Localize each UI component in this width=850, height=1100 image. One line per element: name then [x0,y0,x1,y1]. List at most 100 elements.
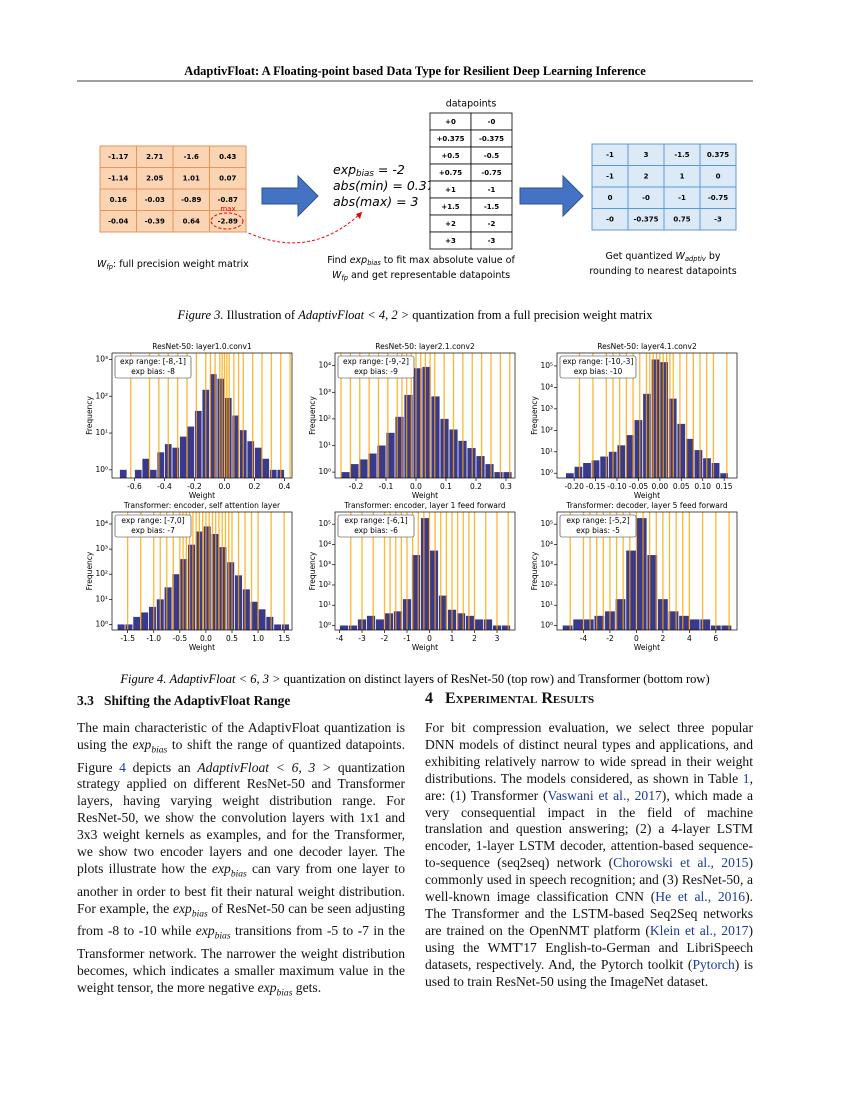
datapoint-value: +2 [445,220,456,228]
histogram-bar [660,362,669,478]
math-sub: adptiv [685,255,707,263]
y-tick-label: 10⁰ [95,619,108,628]
math: AdaptivFloat < 4, 2 > [297,308,409,322]
histogram-bar [348,625,358,630]
x-tick-label: 0.05 [673,482,690,491]
annotation-box [559,355,637,379]
exp-line: abs(min) = 0.375 [333,178,443,193]
datapoint-cell [470,231,513,250]
histogram-bar [180,559,188,630]
axes-frame [334,511,516,631]
histogram-bar [573,619,584,630]
histogram-bar [431,396,440,478]
matrix-value: -0.89 [181,196,201,204]
x-axis-label: Weight [412,643,438,652]
axes-frame [111,511,293,631]
histogram-bar [339,625,349,630]
text-run: For bit compression evaluation, we selec… [425,720,753,786]
y-tick-label: 10⁰ [540,621,553,630]
y-axis-label: Frequency [308,396,317,435]
y-tick-label: 10¹ [95,594,108,603]
arrowhead [356,212,362,219]
text-run: to shift the range of quantized datapoin… [77,736,405,775]
section-number: 4 [425,690,433,707]
matrix-value: 1 [680,173,685,181]
histogram-bar [711,462,720,478]
math-sub: bias [367,259,381,267]
exp-line: expbias​ = -2 [333,162,405,179]
histogram-bar [689,619,700,630]
text-run: : full precision weight matrix [113,259,249,270]
x-tick-label: 1.0 [252,634,264,643]
matrix-value: 0.64 [183,218,200,226]
x-tick-label: -0.2 [349,482,364,491]
axes-frame [334,352,516,479]
x-tick-label: 2 [660,634,665,643]
x-tick-label: 1.5 [278,634,290,643]
citation: 4 [119,759,126,775]
y-tick-label: 10⁵ [318,519,331,528]
histogram-bar [203,526,211,630]
matrix-value: -0.03 [145,196,165,204]
panel-title: Transformer: encoder, layer 1 feed forwa… [343,501,505,510]
caption-middle: Wfp​ and get representable datapoints [332,270,510,283]
histogram-bar [224,397,232,478]
histogram-bar [350,464,359,478]
datapoint-value: -1 [488,186,496,194]
matrix-cell [699,208,737,231]
text-run: ), which made a very consequential impac… [425,787,753,871]
x-tick-label: 0 [634,634,639,643]
y-tick-label: 10² [540,580,553,589]
histogram-bar [465,615,475,630]
figure-caption: Figure 4. AdaptivFloat < 6, 3 > quantiza… [119,672,709,686]
matrix-value: -0.87 [218,196,238,204]
math: abs(min) = 0.375 [333,178,443,193]
x-tick-label: -0.4 [157,482,172,491]
y-axis-label: Frequency [308,551,317,590]
matrix-value: -1 [678,194,686,202]
text-run: quantization on distinct layers of ResNe… [281,672,710,686]
math-text: exp [257,979,277,995]
x-tick-label: -0.1 [379,482,394,491]
histogram-bar [254,447,262,478]
x-tick-label: -1 [403,634,411,643]
x-tick-label: -0.15 [586,482,606,491]
figure-3: -1.17 2.71 -1.6 0.43 -1.14 2.05 1.01 0.07 0.16 -0… [97,99,737,283]
max-marker [210,212,244,230]
y-tick-label: 10³ [540,404,553,413]
y-tick-label: 10² [95,391,108,400]
panel-title: Transformer: encoder, self attention lay… [123,501,281,510]
histogram-bar [634,420,643,478]
x-tick-label: 0.15 [716,482,733,491]
annotation: exp range: [-6,1] [344,516,407,525]
matrix-value: -0 [606,216,614,224]
histogram-bar [281,624,289,630]
x-tick-label: 0.10 [694,482,711,491]
math: expbias [257,979,293,999]
histogram-bar [149,469,157,478]
arrow [519,174,584,218]
histogram-bar [134,469,142,478]
histogram-bar [494,472,503,478]
matrix-value: -1.17 [108,153,128,161]
x-tick-label: -0.6 [127,482,142,491]
histogram-bar [600,456,609,478]
histogram-bar [164,587,172,630]
histogram-bar [359,459,368,478]
matrix-value: -0.75 [708,194,728,202]
panel-title: Transformer: decoder, layer 5 feed forwa… [565,501,727,510]
histogram-bar [422,366,431,478]
x-tick-label: 4 [687,634,692,643]
max-label: max [220,205,235,213]
caption-left: Wfp​: full precision weight matrix [97,259,249,272]
annotation: exp bias: -10 [574,367,623,376]
datapoint-value: +3 [445,237,456,245]
histogram-bar [625,435,634,478]
matrix-value: -1 [606,173,614,181]
text-run: gets. [292,979,322,995]
histogram-bar [395,416,404,478]
matrix-value: -0.04 [108,218,128,226]
x-tick-label: -1.0 [146,634,161,643]
matrix-value: -1.14 [108,175,128,183]
datapoint-value: -0.5 [484,152,499,160]
